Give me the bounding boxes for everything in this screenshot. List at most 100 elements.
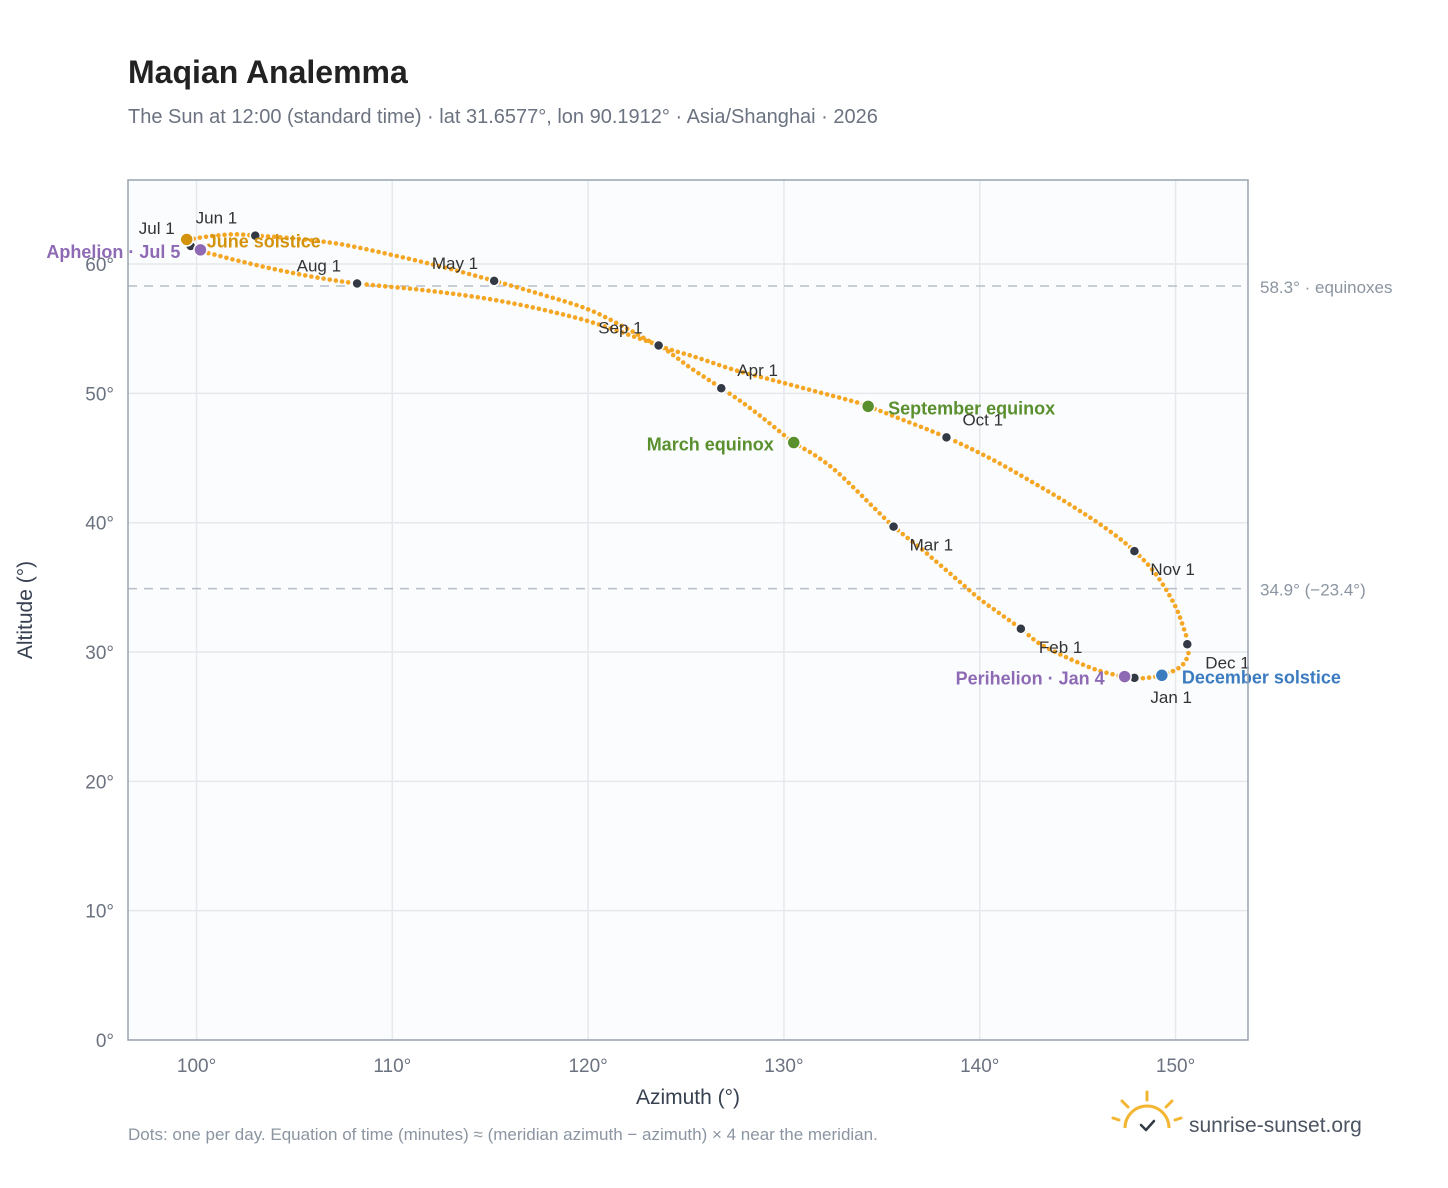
day-dot bbox=[625, 332, 631, 337]
day-dot bbox=[487, 296, 493, 302]
day-dot bbox=[1104, 670, 1109, 676]
day-dot bbox=[915, 543, 920, 548]
day-dot bbox=[345, 280, 351, 285]
day-dot bbox=[817, 456, 823, 462]
day-dot bbox=[758, 374, 764, 380]
event-label: Aphelion · Jul 5 bbox=[46, 242, 180, 262]
day-dot bbox=[665, 349, 671, 354]
day-dot bbox=[1067, 502, 1072, 507]
day-dot bbox=[351, 244, 357, 250]
day-dot bbox=[1041, 643, 1047, 649]
day-dot bbox=[1186, 650, 1191, 656]
day-dot bbox=[669, 347, 675, 353]
day-dot bbox=[1002, 464, 1008, 469]
day-dot bbox=[460, 270, 466, 275]
month-label: Jan 1 bbox=[1150, 688, 1192, 707]
day-dot bbox=[841, 476, 847, 481]
event-marker bbox=[1117, 669, 1132, 684]
day-dot bbox=[424, 260, 430, 266]
day-dot bbox=[430, 262, 436, 267]
day-dot bbox=[1118, 537, 1124, 542]
day-dot bbox=[685, 363, 691, 369]
day-dot bbox=[448, 266, 454, 272]
day-dot bbox=[614, 328, 619, 333]
day-dot bbox=[762, 417, 767, 422]
event-marker bbox=[786, 435, 801, 450]
day-dot bbox=[290, 236, 296, 241]
day-dot bbox=[315, 238, 320, 244]
day-dot bbox=[635, 332, 641, 337]
day-dot bbox=[302, 273, 308, 278]
day-dot bbox=[1063, 654, 1069, 660]
day-dot bbox=[716, 362, 722, 368]
day-dot bbox=[236, 258, 241, 264]
day-dot bbox=[1024, 476, 1030, 482]
day-dot bbox=[737, 398, 743, 403]
day-dot bbox=[1072, 505, 1078, 510]
day-dot bbox=[619, 323, 624, 329]
day-dot bbox=[554, 310, 560, 316]
day-dot bbox=[929, 555, 935, 560]
day-dot bbox=[536, 306, 542, 312]
day-dot bbox=[484, 276, 490, 282]
day-dot bbox=[296, 236, 302, 242]
day-dot bbox=[444, 290, 450, 296]
day-dot bbox=[508, 283, 514, 288]
day-dot bbox=[436, 263, 442, 269]
day-dot bbox=[675, 349, 681, 355]
day-dot bbox=[964, 444, 969, 449]
event-label: June solstice bbox=[207, 231, 321, 251]
day-dot bbox=[395, 285, 400, 290]
day-dot bbox=[734, 368, 740, 373]
day-dot bbox=[705, 358, 710, 364]
day-dot bbox=[1075, 659, 1080, 665]
day-dot bbox=[345, 243, 351, 248]
day-dot bbox=[400, 255, 406, 260]
day-dot bbox=[699, 356, 704, 362]
day-dot bbox=[837, 472, 842, 477]
day-dot bbox=[596, 322, 602, 327]
month-label: May 1 bbox=[432, 254, 478, 273]
day-dot bbox=[506, 300, 511, 305]
day-dot bbox=[997, 461, 1003, 466]
day-dot bbox=[248, 261, 253, 267]
day-dot bbox=[1108, 529, 1114, 535]
day-dot bbox=[454, 268, 460, 274]
day-dot bbox=[388, 252, 394, 257]
day-dot bbox=[1061, 498, 1067, 504]
day-dot bbox=[986, 603, 991, 608]
day-dot bbox=[197, 235, 203, 240]
day-dot bbox=[877, 511, 882, 516]
event-markers: March equinox June solstice September equi… bbox=[46, 231, 1341, 688]
day-dot bbox=[413, 287, 419, 292]
day-dot bbox=[526, 288, 532, 294]
day-dot bbox=[675, 356, 681, 362]
day-dot bbox=[641, 335, 646, 341]
day-dot bbox=[442, 265, 448, 270]
y-tick-label: 0° bbox=[96, 1031, 114, 1052]
day-dot bbox=[975, 449, 981, 455]
day-dot bbox=[203, 234, 209, 240]
event-marker bbox=[193, 242, 208, 258]
day-dot bbox=[1036, 640, 1041, 646]
day-dot bbox=[1098, 668, 1103, 674]
day-dot bbox=[478, 274, 484, 280]
day-dot bbox=[1008, 467, 1013, 472]
day-dot bbox=[772, 424, 777, 430]
day-dot bbox=[883, 410, 889, 416]
day-dot bbox=[590, 320, 596, 325]
day-dot bbox=[1113, 533, 1119, 538]
day-dot bbox=[1080, 662, 1086, 667]
day-dot bbox=[971, 591, 977, 597]
day-dot bbox=[1110, 671, 1115, 677]
day-dot bbox=[646, 338, 652, 344]
day-dot bbox=[389, 284, 394, 290]
day-dot bbox=[1172, 603, 1178, 609]
day-dot bbox=[747, 405, 753, 411]
y-axis-label: Altitude (°) bbox=[14, 561, 37, 659]
day-dot bbox=[752, 373, 758, 378]
day-dot bbox=[670, 352, 676, 358]
day-dot bbox=[864, 498, 869, 503]
day-dot bbox=[912, 422, 918, 427]
day-dot bbox=[836, 395, 842, 400]
